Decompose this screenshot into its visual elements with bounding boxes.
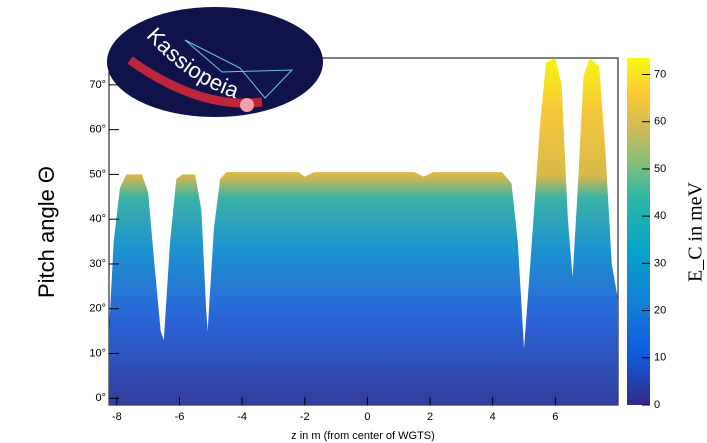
y-tick-label: 0° xyxy=(95,392,106,404)
x-tick-label: 6 xyxy=(552,411,558,423)
colorbar-tick-label: 20 xyxy=(654,304,666,316)
y-tick-label: 10° xyxy=(89,347,106,359)
colorbar-label: E_C in meV xyxy=(685,181,707,282)
x-tick-label: 0 xyxy=(364,411,370,423)
y-tick-label: 40° xyxy=(89,213,106,225)
x-tick-label: -8 xyxy=(112,411,122,423)
logo-ellipse xyxy=(107,7,323,117)
x-tick-label: -4 xyxy=(237,411,247,423)
colorbar xyxy=(627,58,650,405)
x-tick-label: 2 xyxy=(427,411,433,423)
colorbar-tick-label: 60 xyxy=(654,116,666,128)
y-axis-label: Pitch angle Θ xyxy=(34,166,59,298)
colorbar-tick-label: 30 xyxy=(654,257,666,269)
colorbar-tick-label: 0 xyxy=(654,399,660,411)
colorbar-tick-label: 70 xyxy=(654,68,666,80)
x-tick-label: -2 xyxy=(300,411,310,423)
x-tick-label: -6 xyxy=(175,411,185,423)
x-tick-label: 4 xyxy=(490,411,496,423)
colorbar-tick-label: 10 xyxy=(654,352,666,364)
y-tick-label: 70° xyxy=(89,79,106,91)
y-tick-label: 50° xyxy=(89,168,106,180)
y-tick-label: 60° xyxy=(89,124,106,136)
y-tick-label: 30° xyxy=(89,258,106,270)
logo-constellation xyxy=(184,39,294,99)
y-tick-label: 20° xyxy=(89,303,106,315)
area xyxy=(109,58,618,405)
colorbar-tick-label: 40 xyxy=(654,210,666,222)
colorbar-tick-label: 50 xyxy=(654,163,666,175)
logo-planet xyxy=(240,98,254,112)
x-axis-label: z in m (from center of WGTS) xyxy=(291,430,435,442)
logo: Kassiopeia xyxy=(107,7,323,117)
